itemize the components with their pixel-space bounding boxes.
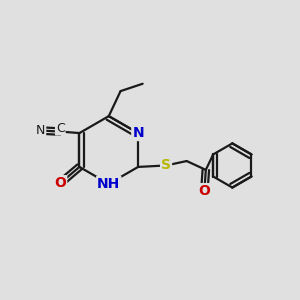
Text: N: N: [132, 126, 144, 140]
Text: S: S: [161, 158, 171, 172]
Text: C: C: [56, 122, 65, 135]
Text: NH: NH: [97, 177, 120, 191]
Text: O: O: [198, 184, 210, 198]
Text: N: N: [36, 124, 45, 136]
Text: O: O: [54, 176, 66, 190]
